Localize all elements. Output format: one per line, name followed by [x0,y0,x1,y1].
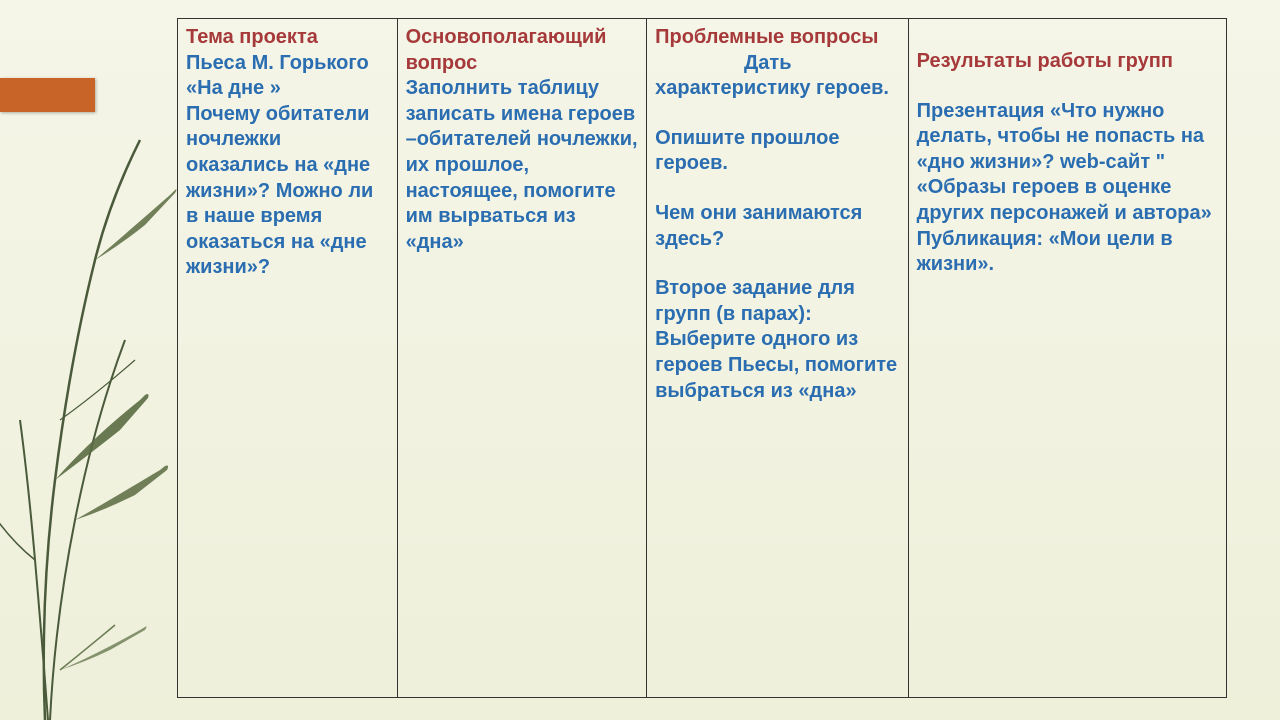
col-paragraph: Презентация «Что нужно делать, чтобы не … [917,99,1218,278]
col-heading: Проблемные вопросы [655,26,878,48]
col-heading: Основополагающий вопрос [406,26,607,74]
col-paragraph: Дать характеристику героев. [655,51,900,102]
project-table: Тема проекта Пьеса М. Горького «На дне »… [177,18,1227,698]
column-results: Результаты работы групп Презентация «Что… [909,19,1226,697]
col-body: Пьеса М. Горького «На дне »Почему обитат… [186,52,373,279]
column-theme: Тема проекта Пьеса М. Горького «На дне »… [178,19,398,697]
column-main-question: Основополагающий вопрос Заполнить таблиц… [398,19,648,697]
col-heading: Результаты работы групп [917,50,1173,72]
col-paragraph: Опишите прошлое героев. [655,126,900,177]
column-problem-questions: Проблемные вопросы Дать характеристику г… [647,19,909,697]
col-paragraph: Второе задание для групп (в парах): Выбе… [655,276,900,404]
col-paragraph: Чем они занимаются здесь? [655,201,900,252]
accent-bar [0,78,95,112]
col-heading: Тема проекта [186,26,318,48]
col-body: Заполнить таблицу записать имена героев … [406,77,638,253]
